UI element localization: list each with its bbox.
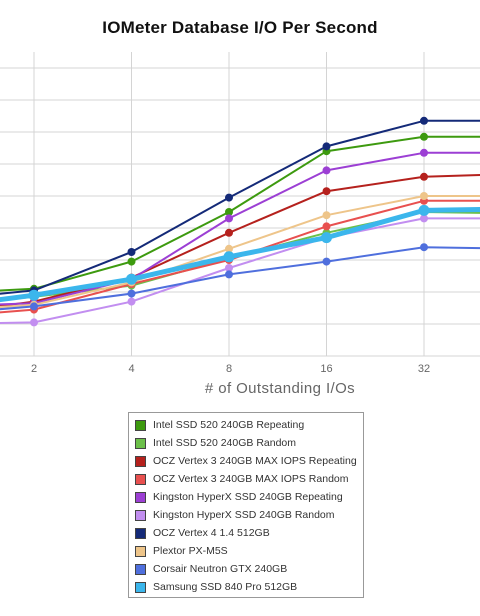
legend-label: Plextor PX-M5S [153, 545, 228, 557]
data-point [225, 270, 233, 279]
legend-swatch [135, 581, 146, 593]
legend-label: Intel SSD 520 240GB Random [153, 437, 297, 449]
data-point [322, 222, 331, 231]
legend-label: OCZ Vertex 3 240GB MAX IOPS Random [153, 473, 349, 485]
series-9 [0, 204, 480, 303]
legend-swatch [135, 509, 146, 521]
data-point [225, 208, 233, 216]
data-point [322, 166, 331, 175]
data-point [321, 232, 332, 244]
legend-label: Intel SSD 520 240GB Repeating [153, 419, 305, 431]
data-point [225, 228, 233, 237]
data-point [420, 116, 428, 125]
data-point [225, 214, 233, 223]
data-point [225, 193, 233, 202]
series-8 [0, 243, 480, 311]
data-point [322, 257, 331, 266]
legend-item: Kingston HyperX SSD 240GB Random [135, 506, 363, 524]
legend-label: OCZ Vertex 3 240GB MAX IOPS Repeating [153, 455, 357, 467]
legend-item: OCZ Vertex 3 240GB MAX IOPS Repeating [135, 452, 363, 470]
series-line [0, 151, 480, 306]
x-tick-label: 2 [31, 363, 37, 375]
data-point [30, 302, 38, 311]
data-point [225, 264, 233, 272]
data-point [30, 318, 38, 327]
legend-item: OCZ Vertex 3 240GB MAX IOPS Random [135, 470, 363, 488]
data-point [322, 187, 331, 196]
legend-item: Corsair Neutron GTX 240GB [135, 560, 363, 578]
x-tick-label: 32 [418, 363, 430, 375]
legend-item: Kingston HyperX SSD 240GB Repeating [135, 488, 363, 506]
data-point [127, 248, 136, 256]
data-point [127, 297, 136, 306]
x-tick-label: 8 [226, 363, 232, 375]
data-point [420, 132, 428, 141]
x-tick-label: 16 [320, 363, 332, 375]
legend-swatch [135, 473, 146, 485]
legend-label: Kingston HyperX SSD 240GB Random [153, 509, 335, 521]
series-4 [0, 148, 480, 308]
data-point [420, 148, 428, 157]
legend: Intel SSD 520 240GB Repeating Intel SSD 5… [128, 412, 364, 598]
data-point [420, 172, 428, 181]
legend-swatch [135, 563, 146, 575]
series-line [0, 246, 480, 311]
data-point [127, 257, 136, 266]
legend-label: Corsair Neutron GTX 240GB [153, 563, 288, 575]
data-point [420, 214, 428, 223]
legend-item: Samsung SSD 840 Pro 512GB [135, 578, 363, 596]
series-lines [0, 116, 480, 327]
data-point [420, 243, 428, 252]
data-point [420, 192, 428, 200]
legend-swatch [135, 419, 146, 431]
legend-label: Kingston HyperX SSD 240GB Repeating [153, 491, 343, 503]
data-point [322, 142, 331, 151]
legend-swatch [135, 437, 146, 449]
data-point [127, 289, 136, 298]
legend-label: Samsung SSD 840 Pro 512GB [153, 581, 298, 593]
legend-swatch [135, 527, 146, 539]
x-tick-labels: 2 4 8 16 32 [31, 363, 430, 375]
legend-swatch [135, 491, 146, 503]
legend-item: Intel SSD 520 240GB Random [135, 434, 363, 452]
legend-item: Intel SSD 520 240GB Repeating [135, 416, 363, 434]
series-1 [0, 208, 480, 302]
data-point [322, 211, 331, 220]
x-tick-label: 4 [128, 363, 134, 375]
legend-item: Plextor PX-M5S [135, 542, 363, 560]
legend-swatch [135, 545, 146, 557]
data-point [126, 273, 137, 285]
data-point [418, 204, 430, 216]
data-point [223, 251, 235, 263]
legend-label: OCZ Vertex 4 1.4 512GB [153, 527, 270, 539]
series-line [0, 199, 480, 314]
series-6 [0, 116, 480, 295]
x-axis-label: # of Outstanding I/Os [204, 380, 356, 397]
series-line [0, 217, 480, 324]
data-point [28, 289, 40, 301]
series-5 [0, 214, 480, 327]
legend-item: OCZ Vertex 4 1.4 512GB [135, 524, 363, 542]
data-point [225, 244, 233, 253]
chart-title: IOMeter Database I/O Per Second [102, 18, 378, 37]
legend-swatch [135, 455, 146, 467]
